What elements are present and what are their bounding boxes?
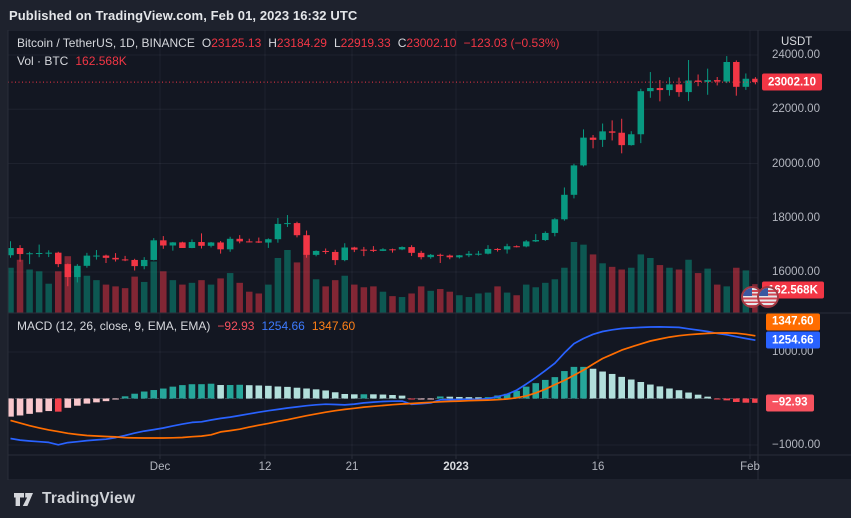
macd-line-value: 1254.66 [261, 319, 305, 333]
ohlc-high: H23184.29 [268, 36, 327, 50]
tradingview-logo-icon [14, 492, 33, 506]
volume-value: 162.568K [75, 54, 127, 68]
published-bar: Published on TradingView.com, Feb 01, 20… [0, 0, 851, 30]
footer-bar: TradingView [0, 480, 851, 518]
macd-hist-badge: −92.93 [766, 394, 814, 412]
time-axis-label[interactable]: Dec [149, 461, 171, 473]
macd-title: MACD (12, 26, close, 9, EMA, EMA) [17, 319, 211, 333]
flag-canton [759, 288, 769, 297]
current-price-badge: 23002.10 [762, 73, 822, 91]
flag-canton [743, 288, 753, 297]
symbol-legend: Bitcoin / TetherUS, 1D, BINANCE O23125.1… [17, 36, 560, 50]
price-axis-tick[interactable]: 20000.00 [772, 157, 820, 170]
volume-legend: Vol · BTC 162.568K [17, 54, 127, 68]
price-axis-tick[interactable]: 22000.00 [772, 103, 820, 116]
ohlc-low: L22919.33 [333, 36, 391, 50]
price-axis-tick[interactable]: 18000.00 [772, 211, 820, 224]
macd-hist-value: −92.93 [217, 319, 255, 333]
volume-label: Vol · BTC [17, 54, 69, 68]
time-axis-label[interactable]: 12 [258, 461, 272, 473]
time-axis-label[interactable]: Feb [740, 461, 760, 473]
time-axis-label[interactable]: 2023 [443, 461, 469, 473]
ohlc-close: C23002.10 [397, 36, 457, 50]
price-axis-tick[interactable]: 24000.00 [772, 49, 820, 61]
published-text: Published on TradingView.com, Feb 01, 20… [9, 7, 358, 23]
macd-legend: MACD (12, 26, close, 9, EMA, EMA) −92.93… [17, 319, 355, 333]
macd-signal-value: 1347.60 [311, 319, 356, 333]
macd-signal-badge: 1347.60 [766, 313, 820, 330]
macd-axis-tick[interactable]: 1000.00 [772, 346, 814, 358]
symbol-title: Bitcoin / TetherUS, 1D, BINANCE [17, 36, 195, 50]
price-axis-tick[interactable]: 16000.00 [772, 266, 820, 278]
us-flag-icon [757, 286, 779, 308]
price-change: −123.03 (−0.53%) [463, 36, 560, 50]
time-axis-label[interactable]: 21 [345, 461, 359, 473]
macd-axis-tick[interactable]: −1000.00 [772, 439, 821, 451]
price-axis-currency: USDT [781, 36, 813, 48]
tradingview-brand[interactable]: TradingView [42, 490, 136, 507]
time-axis-label[interactable]: 16 [591, 461, 605, 473]
ohlc-open: O23125.13 [201, 36, 262, 50]
macd-line-badge: 1254.66 [766, 331, 820, 349]
